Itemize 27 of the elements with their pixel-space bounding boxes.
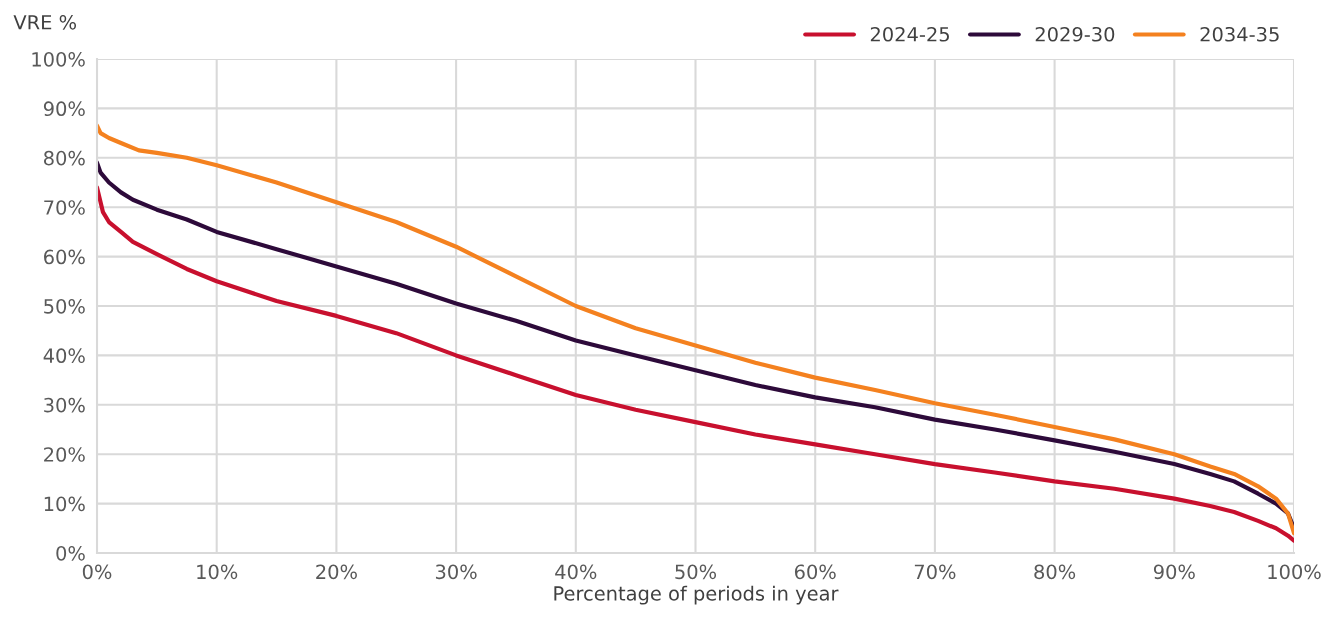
x-tick-label: 70% xyxy=(914,564,956,580)
x-tick-label: 100% xyxy=(1268,564,1321,580)
x-tick-label: 50% xyxy=(675,564,717,580)
legend-label: 2024-25 xyxy=(870,26,949,42)
x-tick-label: 20% xyxy=(316,564,357,580)
y-tick-label: 60% xyxy=(44,249,85,265)
y-tick-label: 0% xyxy=(56,545,85,561)
x-tick-label: 30% xyxy=(435,564,477,580)
y-axis-title: VRE % xyxy=(13,14,77,30)
y-tick-label: 30% xyxy=(44,397,85,413)
x-tick-label: 40% xyxy=(555,564,597,580)
y-tick-label: 50% xyxy=(44,298,85,314)
y-tick-label: 20% xyxy=(44,447,85,462)
y-tick-label: 10% xyxy=(44,496,85,512)
x-tick-label: 90% xyxy=(1153,564,1195,580)
x-tick-label: 80% xyxy=(1034,564,1076,580)
x-tick-label: 10% xyxy=(197,564,238,580)
x-axis-title: Percentage of periods in year xyxy=(554,585,839,605)
y-tick-label: 80% xyxy=(43,150,85,166)
y-tick-label: 70% xyxy=(44,200,85,215)
y-tick-label: 40% xyxy=(43,348,85,364)
legend-label: 2034-35 xyxy=(1200,26,1279,42)
y-tick-label: 100% xyxy=(32,51,85,67)
x-tick-label: 60% xyxy=(794,564,836,580)
y-tick-label: 90% xyxy=(43,101,85,117)
x-tick-label: 0% xyxy=(82,564,112,580)
legend-label: 2029-30 xyxy=(1035,26,1115,42)
